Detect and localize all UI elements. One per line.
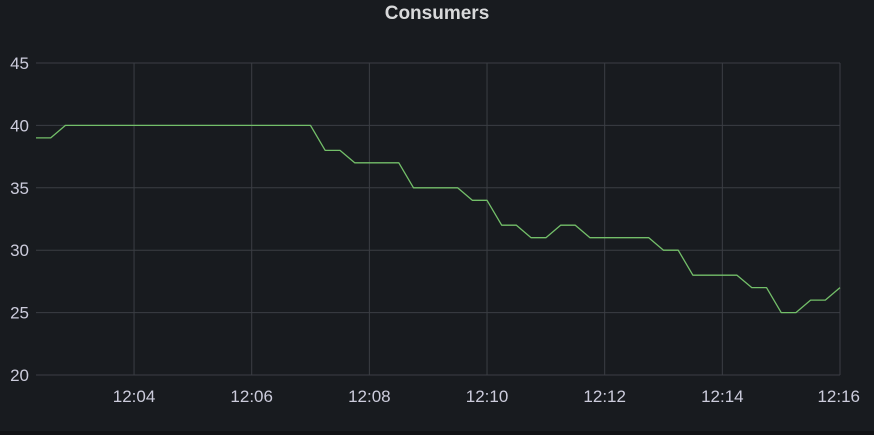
x-gridlines bbox=[133, 63, 841, 375]
panel-bottom-border bbox=[0, 431, 874, 435]
y-gridlines bbox=[36, 62, 840, 376]
y-tick-label: 20 bbox=[10, 366, 29, 385]
y-tick-label: 40 bbox=[10, 116, 29, 135]
y-tick-labels: 20 25 30 35 40 45 bbox=[10, 54, 29, 385]
panel-title: Consumers bbox=[384, 3, 490, 24]
y-tick-label: 25 bbox=[10, 304, 29, 323]
x-tick-label: 12:08 bbox=[348, 387, 391, 406]
x-tick-label: 12:16 bbox=[817, 387, 860, 406]
x-tick-label: 12:10 bbox=[466, 387, 509, 406]
series-lines bbox=[36, 124, 841, 314]
x-tick-label: 12:14 bbox=[701, 387, 744, 406]
y-tick-label: 45 bbox=[10, 54, 29, 73]
x-tick-label: 12:06 bbox=[230, 387, 273, 406]
y-tick-label: 35 bbox=[10, 179, 29, 198]
x-tick-label: 12:04 bbox=[113, 387, 156, 406]
x-tick-label: 12:12 bbox=[583, 387, 626, 406]
series-line-consumers bbox=[36, 124, 841, 314]
x-tick-labels: 12:04 12:06 12:08 12:10 12:12 12:14 12:16 bbox=[113, 387, 860, 406]
y-tick-label: 30 bbox=[10, 241, 29, 260]
